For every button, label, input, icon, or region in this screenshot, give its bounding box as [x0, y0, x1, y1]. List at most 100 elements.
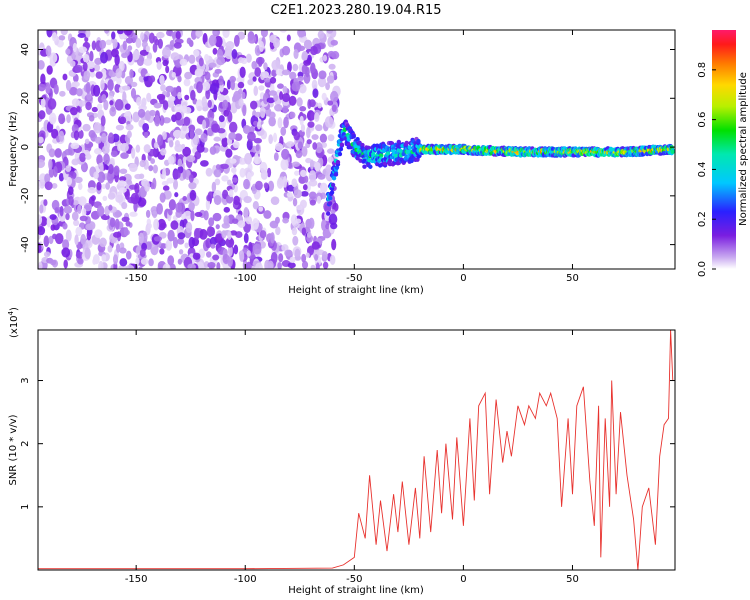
noise-cell [207, 261, 216, 269]
noise-cell [77, 33, 86, 39]
noise-cell [243, 178, 250, 190]
noise-cell [94, 57, 103, 65]
noise-cell [108, 204, 113, 211]
noise-cell [148, 258, 154, 267]
noise-cell [118, 187, 127, 193]
noise-cell [71, 158, 80, 166]
noise-cell [65, 229, 72, 242]
noise-cell [101, 183, 107, 190]
noise-cell [132, 111, 140, 123]
noise-cell [59, 205, 64, 217]
noise-cell [207, 99, 212, 108]
noise-cell [157, 218, 166, 231]
noise-cell [228, 189, 234, 198]
noise-cell [115, 194, 124, 203]
noise-cell [88, 130, 96, 139]
noise-cell [281, 69, 291, 76]
noise-cell [201, 96, 207, 108]
noise-cell [66, 176, 73, 186]
noise-cell [312, 88, 319, 99]
noise-cell [166, 177, 175, 184]
noise-cell [253, 85, 259, 97]
noise-cell [158, 95, 165, 105]
noise-cell [99, 162, 104, 174]
signal-cell [404, 140, 409, 146]
noise-cell [204, 53, 210, 62]
noise-cell [143, 144, 151, 154]
noise-cell [293, 48, 299, 60]
noise-cell [119, 176, 127, 182]
noise-cell [62, 73, 68, 81]
noise-cell [189, 189, 197, 201]
noise-cell [65, 165, 72, 173]
noise-cell [223, 215, 230, 226]
noise-cell [93, 171, 99, 180]
noise-cell [226, 79, 231, 90]
noise-cell [88, 115, 95, 122]
noise-cell [269, 220, 279, 229]
noise-cell [307, 121, 315, 128]
noise-cell [267, 180, 275, 192]
noise-cell [108, 132, 114, 144]
noise-cell [167, 155, 175, 165]
signal-cell [333, 172, 339, 177]
noise-cell [287, 262, 296, 269]
noise-cell [293, 189, 303, 199]
noise-cell [177, 91, 182, 100]
noise-cell [302, 184, 308, 191]
signal-cell [327, 201, 333, 206]
signal-cell [362, 164, 367, 169]
noise-cell [179, 58, 188, 66]
noise-cell [277, 117, 283, 129]
noise-cell [286, 141, 295, 147]
noise-cell [263, 182, 269, 189]
noise-cell [128, 163, 138, 173]
noise-cell [303, 175, 309, 183]
noise-cell [71, 211, 79, 221]
noise-cell [146, 92, 152, 103]
noise-cell [246, 250, 251, 257]
noise-cell [121, 216, 130, 223]
noise-cell [319, 182, 328, 193]
noise-cell [178, 249, 184, 255]
noise-cell [308, 217, 315, 230]
noise-cell [73, 219, 80, 227]
noise-cell [330, 209, 336, 215]
noise-cell [224, 49, 234, 60]
noise-cell [84, 143, 92, 153]
noise-cell [329, 90, 339, 103]
noise-cell [255, 144, 260, 152]
signal-cell [355, 156, 360, 161]
noise-cell [157, 38, 163, 49]
noise-cell [188, 54, 196, 64]
noise-cell [315, 262, 320, 269]
noise-cell [40, 73, 46, 85]
noise-cell [114, 99, 124, 111]
noise-cell [223, 206, 231, 213]
noise-cell [130, 88, 137, 99]
noise-cell [255, 262, 263, 269]
noise-cell [247, 78, 254, 86]
noise-cell [139, 159, 147, 168]
noise-cell [48, 158, 53, 171]
noise-cell [168, 199, 176, 211]
noise-cell [79, 152, 86, 163]
noise-cell [159, 248, 165, 255]
noise-cell [282, 176, 288, 188]
noise-cell [137, 108, 146, 118]
noise-cell [153, 141, 159, 149]
x-tick-label: -150 [125, 574, 148, 585]
noise-cell [273, 152, 279, 162]
noise-cell [237, 81, 245, 89]
noise-cell [121, 52, 129, 59]
noise-cell [206, 226, 214, 238]
noise-cell [298, 84, 307, 94]
noise-cell [200, 133, 208, 143]
noise-cell [188, 124, 196, 133]
x-tick-label: -100 [234, 273, 257, 284]
noise-cell [141, 41, 148, 48]
noise-cell [149, 109, 156, 117]
noise-cell [260, 30, 268, 38]
noise-cell [319, 133, 328, 143]
noise-cell [81, 208, 87, 217]
